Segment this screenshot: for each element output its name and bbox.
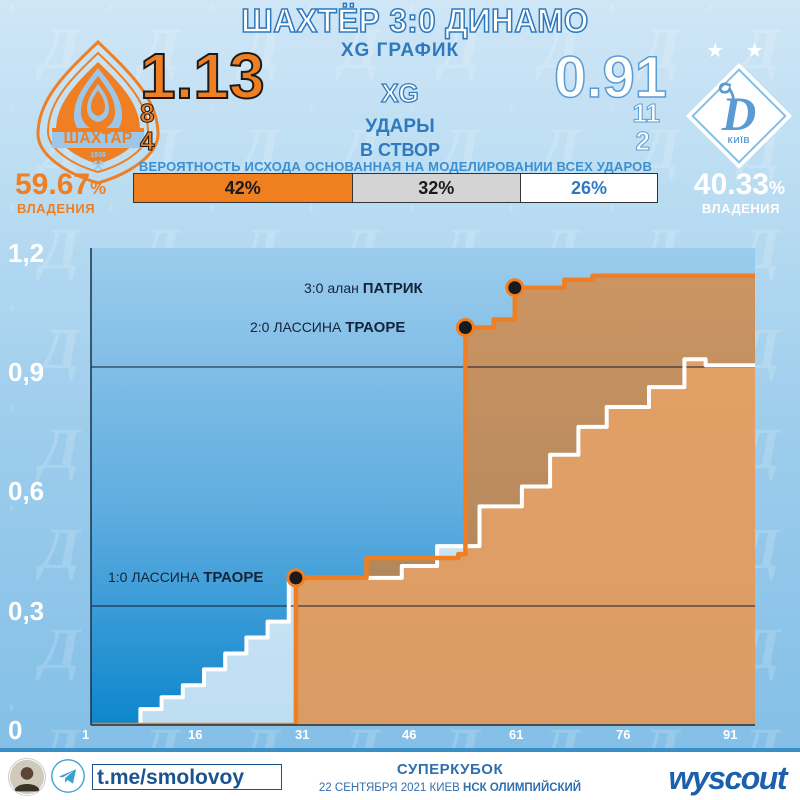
svg-text:КИЇВ: КИЇВ [728, 135, 751, 145]
svg-text:D: D [721, 88, 757, 141]
